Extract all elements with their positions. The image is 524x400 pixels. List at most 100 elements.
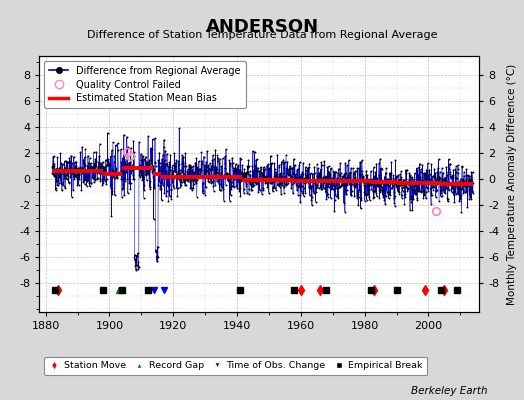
Point: [223, 172, 231, 178]
Point: [412, 190, 420, 196]
Point: [460, 173, 468, 179]
Point: [96, 161, 104, 168]
Point: [79, 179, 88, 185]
Point: [210, 164, 219, 170]
Point: [260, 174, 268, 180]
Point: [122, 168, 130, 175]
Point: [67, 153, 75, 159]
Point: [194, 175, 202, 182]
Point: [415, 186, 423, 193]
Point: [243, 163, 252, 169]
Point: [158, 152, 167, 158]
Point: [271, 178, 279, 184]
Point: [103, 130, 112, 136]
Point: [421, 172, 430, 178]
Point: [378, 187, 387, 194]
Point: [274, 182, 282, 188]
Point: [112, 172, 120, 178]
Point: [332, 168, 340, 175]
Point: [425, 176, 434, 183]
Point: [339, 173, 347, 180]
Point: [456, 185, 464, 192]
Point: [157, 197, 166, 204]
Point: [391, 182, 400, 188]
Point: [345, 178, 354, 185]
Point: [355, 188, 364, 194]
Point: [183, 166, 192, 172]
Point: [346, 170, 354, 176]
Point: [155, 167, 163, 174]
Point: [443, 195, 452, 201]
Point: [189, 170, 198, 176]
Point: [334, 195, 342, 202]
Point: [126, 160, 134, 166]
Point: [104, 158, 113, 164]
Point: [99, 165, 107, 172]
Point: [242, 180, 250, 187]
Point: [355, 165, 363, 171]
Point: [330, 172, 338, 178]
Point: [141, 157, 149, 163]
Point: [413, 195, 421, 201]
Point: [438, 165, 446, 171]
Point: [160, 137, 168, 143]
Point: [330, 183, 338, 190]
Point: [91, 177, 99, 183]
Point: [429, 183, 438, 189]
Point: [117, 175, 125, 182]
Point: [144, 158, 152, 165]
Point: [411, 182, 420, 188]
Point: [137, 173, 146, 179]
Point: [348, 177, 356, 184]
Point: [236, 193, 245, 199]
Point: [133, 252, 141, 259]
Point: [236, 185, 244, 191]
Point: [165, 180, 173, 187]
Point: [72, 158, 81, 165]
Point: [173, 174, 182, 181]
Point: [314, 185, 323, 192]
Point: [222, 146, 230, 152]
Point: [467, 196, 475, 202]
Point: [415, 175, 423, 181]
Point: [387, 180, 395, 186]
Point: [423, 176, 432, 182]
Point: [261, 179, 270, 186]
Point: [93, 175, 101, 181]
Point: [375, 195, 384, 201]
Point: [129, 176, 137, 182]
Point: [406, 172, 414, 179]
Point: [77, 186, 85, 193]
Point: [303, 174, 311, 180]
Point: [258, 190, 266, 197]
Point: [62, 159, 71, 165]
Point: [88, 165, 96, 171]
Point: [330, 168, 339, 175]
Point: [118, 176, 126, 182]
Point: [187, 175, 195, 182]
Point: [145, 174, 154, 181]
Point: [76, 164, 84, 170]
Point: [452, 175, 461, 181]
Point: [221, 164, 229, 171]
Point: [467, 187, 476, 194]
Point: [344, 179, 353, 185]
Point: [429, 173, 437, 179]
Point: [347, 178, 356, 184]
Point: [289, 170, 298, 176]
Point: [466, 192, 474, 199]
Point: [192, 164, 200, 170]
Point: [427, 190, 435, 196]
Point: [278, 182, 286, 188]
Point: [250, 179, 258, 186]
Point: [419, 191, 428, 197]
Point: [377, 166, 386, 172]
Point: [340, 171, 348, 178]
Point: [350, 193, 358, 199]
Point: [378, 191, 387, 198]
Point: [235, 186, 243, 192]
Point: [133, 253, 141, 259]
Point: [267, 152, 275, 159]
Point: [300, 175, 309, 182]
Point: [303, 172, 312, 178]
